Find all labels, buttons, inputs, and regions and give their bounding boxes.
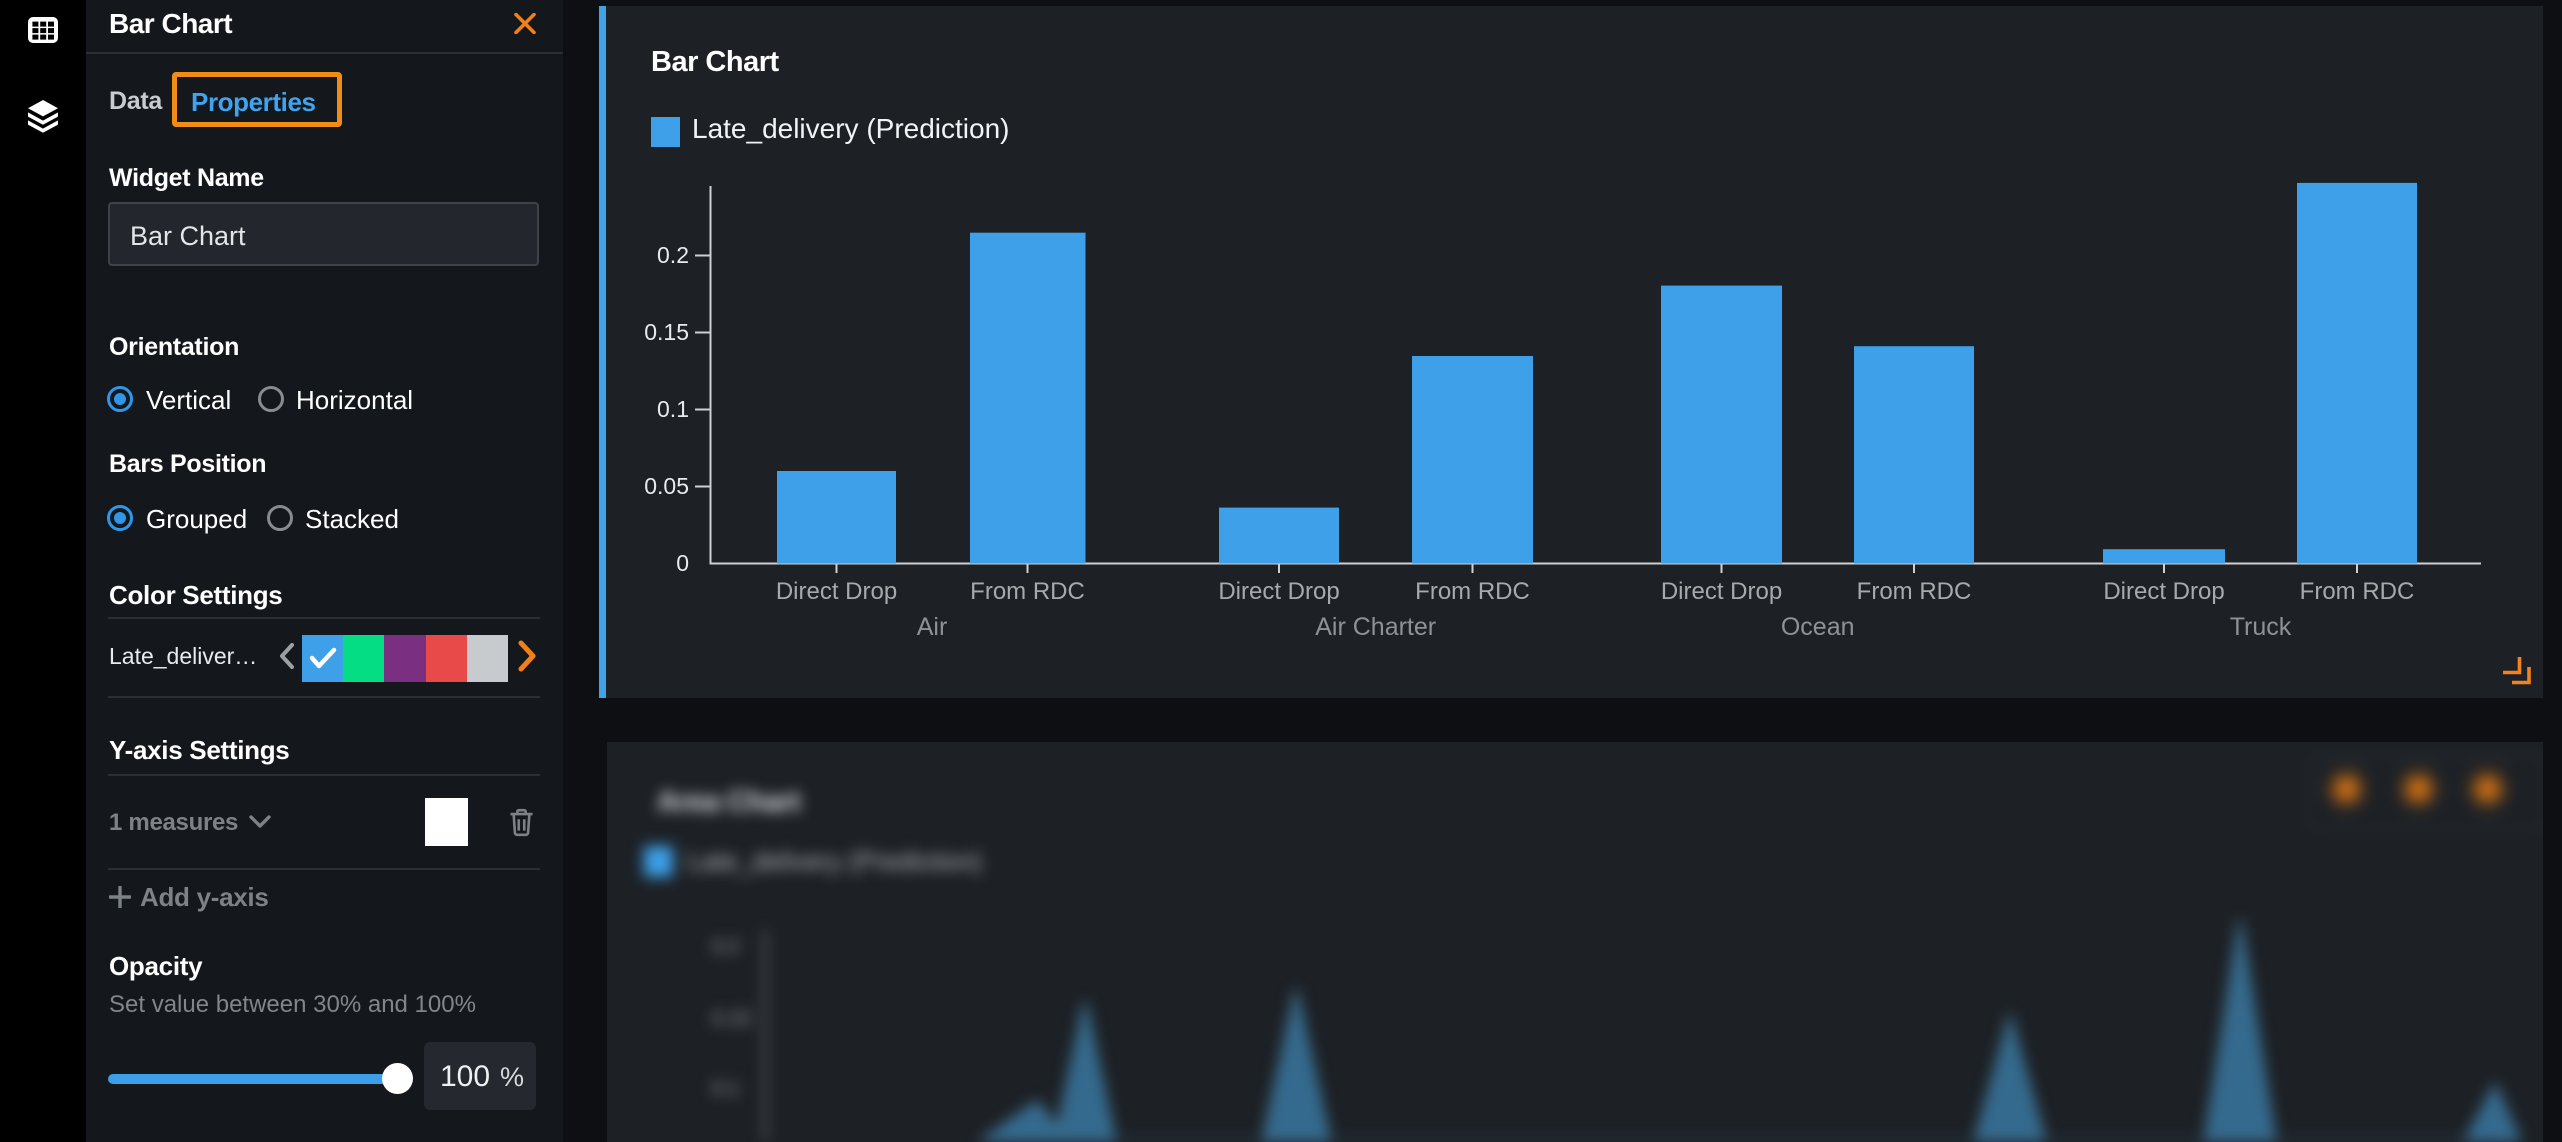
svg-text:From RDC: From RDC	[1415, 578, 1530, 605]
svg-text:Direct Drop: Direct Drop	[2103, 578, 2224, 605]
svg-text:Air Charter: Air Charter	[1315, 613, 1436, 641]
svg-text:Truck: Truck	[2230, 613, 2292, 641]
svg-text:From RDC: From RDC	[1857, 578, 1972, 605]
svg-text:Ocean: Ocean	[1781, 613, 1855, 641]
svg-text:0: 0	[676, 550, 689, 576]
svg-text:0.1: 0.1	[657, 396, 689, 422]
svg-text:Direct Drop: Direct Drop	[1661, 578, 1782, 605]
svg-text:From RDC: From RDC	[2300, 578, 2415, 605]
svg-text:From RDC: From RDC	[970, 578, 1085, 605]
svg-text:Air: Air	[917, 613, 948, 641]
svg-text:Direct Drop: Direct Drop	[1218, 578, 1339, 605]
svg-text:0.2: 0.2	[657, 242, 689, 268]
svg-text:0.05: 0.05	[644, 473, 689, 499]
svg-text:0.15: 0.15	[644, 319, 689, 345]
svg-text:Direct Drop: Direct Drop	[776, 578, 897, 605]
